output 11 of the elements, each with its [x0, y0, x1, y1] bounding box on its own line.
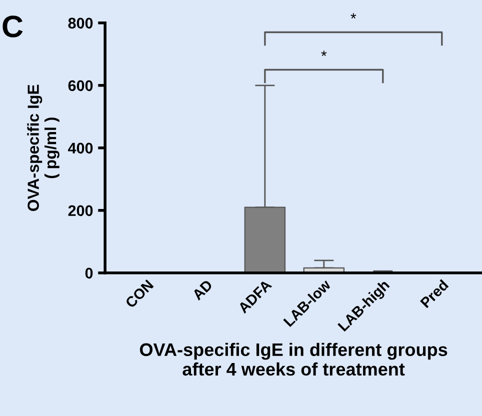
y-tick-label: 800: [68, 18, 93, 29]
y-tick-label: 600: [68, 80, 93, 92]
annotation: *: [321, 50, 327, 56]
x-tick-label: AD: [192, 279, 213, 301]
y-tick-label: 400: [68, 142, 93, 154]
y-axis-title: OVA-specific IgE ( pg/ml ): [27, 84, 60, 211]
text: *: [350, 13, 356, 19]
y-tick-label: 0: [85, 268, 93, 279]
y-tick-label: 200: [68, 205, 93, 216]
x-axis-title: OVA-specific IgE in different groups after 4 weeks of treatment: [140, 342, 448, 376]
text: C: [2, 16, 23, 38]
